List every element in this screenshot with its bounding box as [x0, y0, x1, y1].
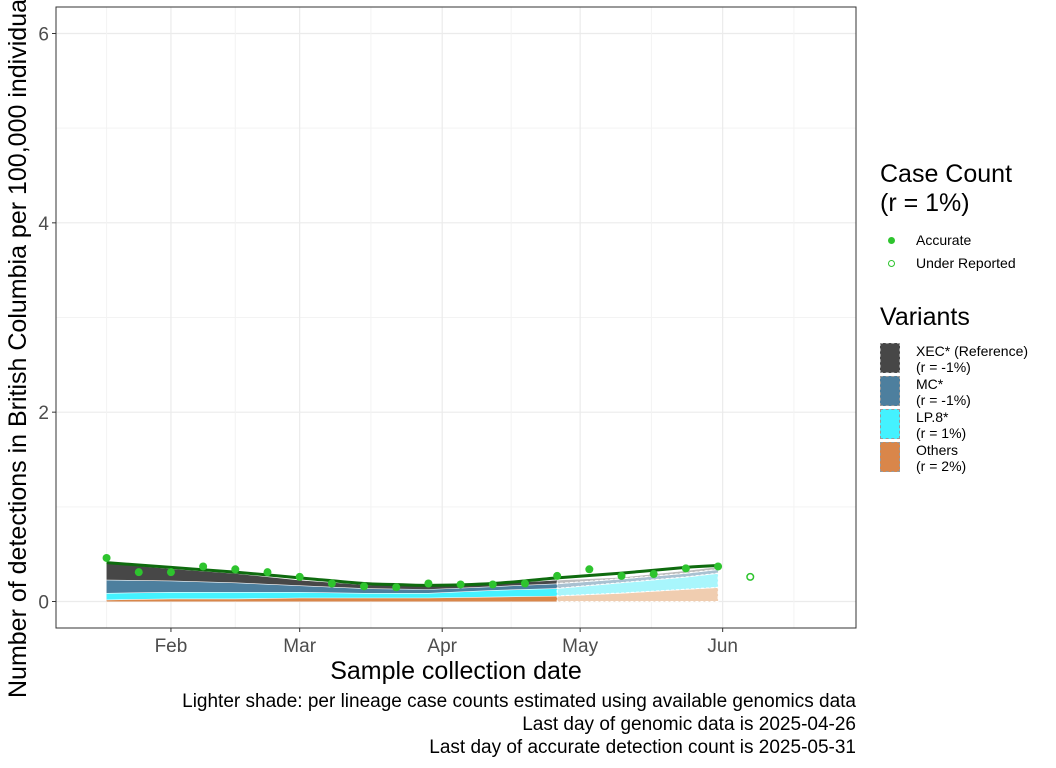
accurate-point — [617, 571, 626, 580]
caption-lighter-shade: Lighter shade: per lineage case counts e… — [182, 691, 856, 712]
accurate-point — [553, 571, 562, 580]
accurate-point — [263, 568, 272, 577]
hollow-dot-icon — [888, 260, 895, 267]
accurate-point — [681, 564, 690, 573]
filled-dot-icon — [888, 237, 895, 244]
variants-legend-title: Variants — [880, 303, 970, 331]
accurate-point — [649, 570, 658, 579]
accurate-point — [199, 562, 208, 571]
x-tick-label: Apr — [427, 636, 457, 657]
accurate-point — [166, 568, 175, 577]
legend-label-xec: XEC* (Reference) — [916, 343, 1029, 359]
legend-rate-mc: (r = -1%) — [916, 392, 971, 408]
accurate-point — [520, 579, 529, 588]
accurate-point — [102, 553, 111, 562]
legend-label-mc: MC* — [916, 376, 944, 392]
legend-label-others: Others — [916, 442, 959, 458]
caption-detection-cutoff: Last day of accurate detection count is … — [429, 737, 856, 758]
accurate-point — [488, 580, 497, 589]
caption-genomic-cutoff: Last day of genomic data is 2025-04-26 — [522, 714, 856, 735]
swatch-lp8 — [880, 409, 900, 439]
area-lp-8 — [106, 588, 558, 600]
accurate-point — [360, 582, 369, 591]
accurate-point — [295, 572, 304, 581]
x-axis-title: Sample collection date — [330, 657, 582, 685]
y-tick-label: 6 — [38, 25, 49, 46]
area-mc — [106, 579, 558, 593]
y-tick-label: 0 — [38, 592, 49, 613]
legend-label-lp8: LP.8* — [916, 409, 949, 425]
y-axis-title: Number of detections in British Columbia… — [4, 0, 32, 698]
x-tick-label: May — [562, 636, 598, 657]
accurate-point — [392, 583, 401, 592]
accurate-point — [714, 562, 723, 571]
swatch-mc — [880, 376, 900, 406]
swatch-xec — [880, 343, 900, 373]
x-tick-label: Mar — [283, 636, 316, 657]
legend-rate-xec: (r = -1%) — [916, 359, 971, 375]
accurate-point — [231, 565, 240, 574]
plot-border — [55, 6, 857, 629]
case-count-legend-title: Case Count (r = 1%) — [880, 160, 1013, 217]
legend-rate-lp8: (r = 1%) — [916, 425, 967, 441]
area-others — [106, 595, 558, 602]
under-reported-point — [746, 572, 755, 581]
swatch-others — [880, 442, 900, 472]
accurate-point — [327, 579, 336, 588]
accurate-point — [456, 580, 465, 589]
y-tick-label: 2 — [38, 403, 49, 424]
legend-rate-others: (r = 2%) — [916, 458, 967, 474]
x-tick-label: Feb — [155, 636, 188, 657]
y-tick-label: 4 — [38, 214, 49, 235]
x-tick-label: Jun — [707, 636, 738, 657]
accurate-point — [585, 565, 594, 574]
accurate-point — [134, 568, 143, 577]
accurate-point — [424, 579, 433, 588]
